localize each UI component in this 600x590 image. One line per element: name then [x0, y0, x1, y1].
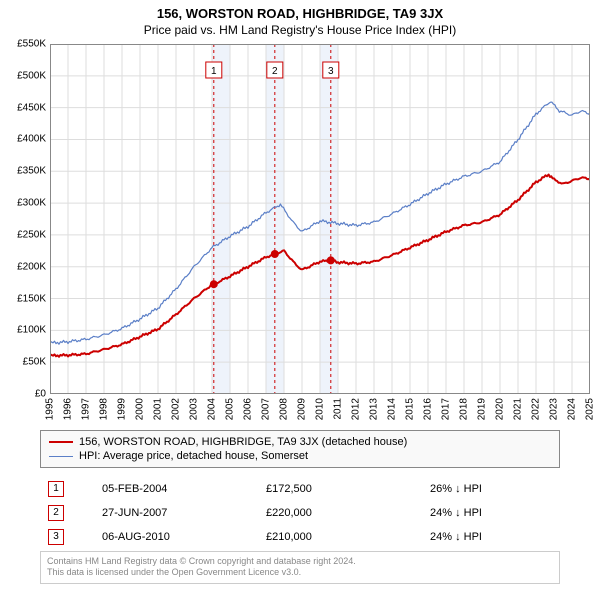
footer-line-1: Contains HM Land Registry data © Crown c…	[47, 556, 553, 568]
x-tick-label: 2020	[495, 398, 506, 420]
x-tick-label: 2005	[225, 398, 236, 420]
table-row: 2 27-JUN-2007 £220,000 24% ↓ HPI	[42, 502, 558, 524]
x-tick-label: 2004	[207, 398, 218, 420]
event-date: 27-JUN-2007	[96, 502, 258, 524]
footer-box: Contains HM Land Registry data © Crown c…	[40, 551, 560, 584]
x-tick-label: 1999	[117, 398, 128, 420]
legend-swatch-property	[49, 441, 73, 443]
x-tick-label: 2012	[351, 398, 362, 420]
y-tick-label: £50K	[23, 357, 46, 368]
svg-text:1: 1	[211, 66, 217, 77]
event-number-box: 1	[48, 481, 64, 497]
x-tick-label: 2025	[585, 398, 596, 420]
x-tick-label: 2015	[405, 398, 416, 420]
event-number-box: 3	[48, 529, 64, 545]
legend-panel: 156, WORSTON ROAD, HIGHBRIDGE, TA9 3JX (…	[40, 430, 560, 550]
x-tick-label: 2018	[459, 398, 470, 420]
plot-area: 123 £0£50K£100K£150K£200K£250K£300K£350K…	[50, 44, 590, 394]
x-tick-label: 2002	[171, 398, 182, 420]
event-price: £172,500	[260, 478, 422, 500]
x-tick-label: 2010	[315, 398, 326, 420]
x-tick-label: 2009	[297, 398, 308, 420]
x-tick-label: 2001	[153, 398, 164, 420]
x-tick-label: 2014	[387, 398, 398, 420]
x-tick-label: 2017	[441, 398, 452, 420]
table-row: 3 06-AUG-2010 £210,000 24% ↓ HPI	[42, 526, 558, 548]
legend-row-property: 156, WORSTON ROAD, HIGHBRIDGE, TA9 3JX (…	[49, 435, 551, 449]
legend-label-property: 156, WORSTON ROAD, HIGHBRIDGE, TA9 3JX (…	[79, 436, 407, 448]
event-date: 05-FEB-2004	[96, 478, 258, 500]
legend-label-hpi: HPI: Average price, detached house, Some…	[79, 450, 308, 462]
event-delta: 26% ↓ HPI	[424, 478, 558, 500]
x-tick-label: 2024	[567, 398, 578, 420]
series-legend: 156, WORSTON ROAD, HIGHBRIDGE, TA9 3JX (…	[40, 430, 560, 468]
y-tick-label: £150K	[17, 293, 46, 304]
event-number-box: 2	[48, 505, 64, 521]
chart-svg: 1 2 3	[50, 44, 590, 394]
event-price: £220,000	[260, 502, 422, 524]
event-delta: 24% ↓ HPI	[424, 502, 558, 524]
y-tick-label: £100K	[17, 325, 46, 336]
y-tick-label: £500K	[17, 70, 46, 81]
transaction-table: 1 05-FEB-2004 £172,500 26% ↓ HPI 2 27-JU…	[40, 476, 560, 550]
x-tick-label: 2003	[189, 398, 200, 420]
chart-container: 156, WORSTON ROAD, HIGHBRIDGE, TA9 3JX P…	[0, 0, 600, 590]
y-tick-label: £300K	[17, 198, 46, 209]
event-delta: 24% ↓ HPI	[424, 526, 558, 548]
event-date: 06-AUG-2010	[96, 526, 258, 548]
y-tick-label: £550K	[17, 39, 46, 50]
chart-subtitle: Price paid vs. HM Land Registry's House …	[0, 21, 600, 41]
x-tick-label: 2007	[261, 398, 272, 420]
x-tick-label: 1995	[45, 398, 56, 420]
x-tick-label: 2000	[135, 398, 146, 420]
x-tick-label: 2022	[531, 398, 542, 420]
y-tick-label: £250K	[17, 229, 46, 240]
legend-row-hpi: HPI: Average price, detached house, Some…	[49, 449, 551, 463]
x-tick-label: 2021	[513, 398, 524, 420]
x-tick-label: 2006	[243, 398, 254, 420]
legend-swatch-hpi	[49, 456, 73, 457]
event-price: £210,000	[260, 526, 422, 548]
footer-line-2: This data is licensed under the Open Gov…	[47, 567, 553, 579]
x-tick-label: 2008	[279, 398, 290, 420]
x-tick-label: 2011	[333, 398, 344, 420]
x-tick-label: 1997	[81, 398, 92, 420]
x-tick-label: 2023	[549, 398, 560, 420]
x-tick-label: 2019	[477, 398, 488, 420]
x-tick-label: 1996	[63, 398, 74, 420]
svg-text:2: 2	[272, 66, 278, 77]
x-tick-label: 2016	[423, 398, 434, 420]
svg-text:3: 3	[328, 66, 334, 77]
y-tick-label: £350K	[17, 166, 46, 177]
chart-title: 156, WORSTON ROAD, HIGHBRIDGE, TA9 3JX	[0, 0, 600, 21]
footer: Contains HM Land Registry data © Crown c…	[40, 551, 560, 584]
x-tick-label: 1998	[99, 398, 110, 420]
x-tick-label: 2013	[369, 398, 380, 420]
y-tick-label: £400K	[17, 134, 46, 145]
table-row: 1 05-FEB-2004 £172,500 26% ↓ HPI	[42, 478, 558, 500]
y-tick-label: £200K	[17, 261, 46, 272]
y-tick-label: £450K	[17, 102, 46, 113]
